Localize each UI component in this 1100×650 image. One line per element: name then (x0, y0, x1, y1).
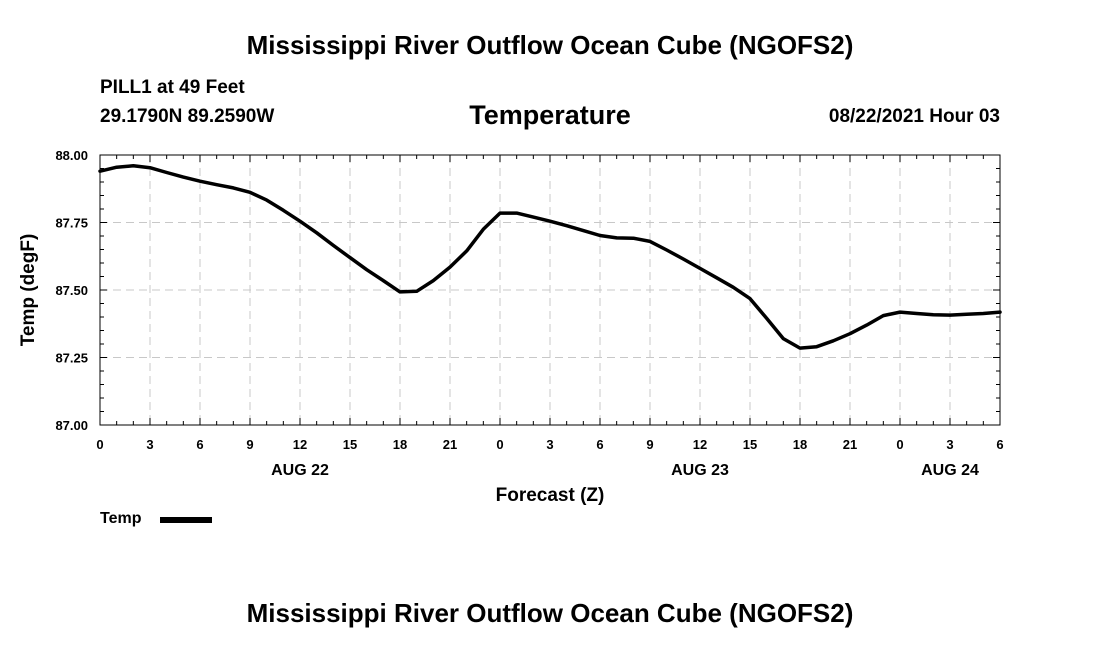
x-tick-label: 0 (96, 437, 103, 452)
station-label: PILL1 at 49 Feet (100, 77, 245, 98)
legend-label: Temp (100, 510, 142, 527)
series-line-temp (98, 164, 1002, 350)
x-axis-label: Forecast (Z) (496, 485, 605, 506)
x-tick-label: 18 (793, 437, 807, 452)
x-tick-label: 0 (496, 437, 503, 452)
chart-variable-title: Temperature (469, 100, 631, 130)
x-tick-label: 6 (596, 437, 603, 452)
x-tick-label: 21 (843, 437, 857, 452)
y-tick-labels: 87.00 87.25 87.50 87.75 88.00 (55, 148, 88, 433)
x-tick-label: 15 (743, 437, 757, 452)
chart-main-title: Mississippi River Outflow Ocean Cube (NG… (246, 30, 854, 60)
date-label: AUG 22 (271, 462, 329, 479)
x-tick-label: 3 (946, 437, 953, 452)
y-tick-label: 88.00 (55, 148, 88, 163)
grid-lines (100, 155, 1000, 425)
date-label: AUG 23 (671, 462, 729, 479)
x-tick-label: 12 (293, 437, 307, 452)
x-tick-label: 21 (443, 437, 457, 452)
x-tick-label: 3 (146, 437, 153, 452)
x-tick-label: 12 (693, 437, 707, 452)
y-tick-label: 87.25 (55, 351, 88, 366)
minor-ticks (100, 155, 1000, 425)
x-tick-labels: 0 3 6 9 12 15 18 21 0 3 6 9 12 15 18 21 0 3 6 (96, 437, 1003, 452)
x-tick-label: 15 (343, 437, 357, 452)
major-ticks (99, 154, 1001, 426)
y-tick-label: 87.50 (55, 283, 88, 298)
y-tick-label: 87.00 (55, 418, 88, 433)
x-tick-label: 9 (246, 437, 253, 452)
forecast-datetime-label: 08/22/2021 Hour 03 (828, 106, 1000, 127)
y-tick-label: 87.75 (55, 216, 88, 231)
footer-title: Mississippi River Outflow Ocean Cube (NG… (246, 598, 854, 628)
date-labels: AUG 22 AUG 23 AUG 24 (271, 462, 979, 479)
coordinates-label: 29.1790N 89.2590W (100, 106, 275, 127)
date-label: AUG 24 (921, 462, 979, 479)
x-tick-label: 18 (393, 437, 407, 452)
legend-swatch (160, 517, 212, 523)
y-axis-label: Temp (degF) (18, 234, 39, 347)
x-tick-label: 9 (646, 437, 653, 452)
x-tick-label: 0 (896, 437, 903, 452)
plot-frame (99, 154, 1001, 426)
x-tick-label: 6 (996, 437, 1003, 452)
x-tick-label: 6 (196, 437, 203, 452)
x-tick-label: 3 (546, 437, 553, 452)
